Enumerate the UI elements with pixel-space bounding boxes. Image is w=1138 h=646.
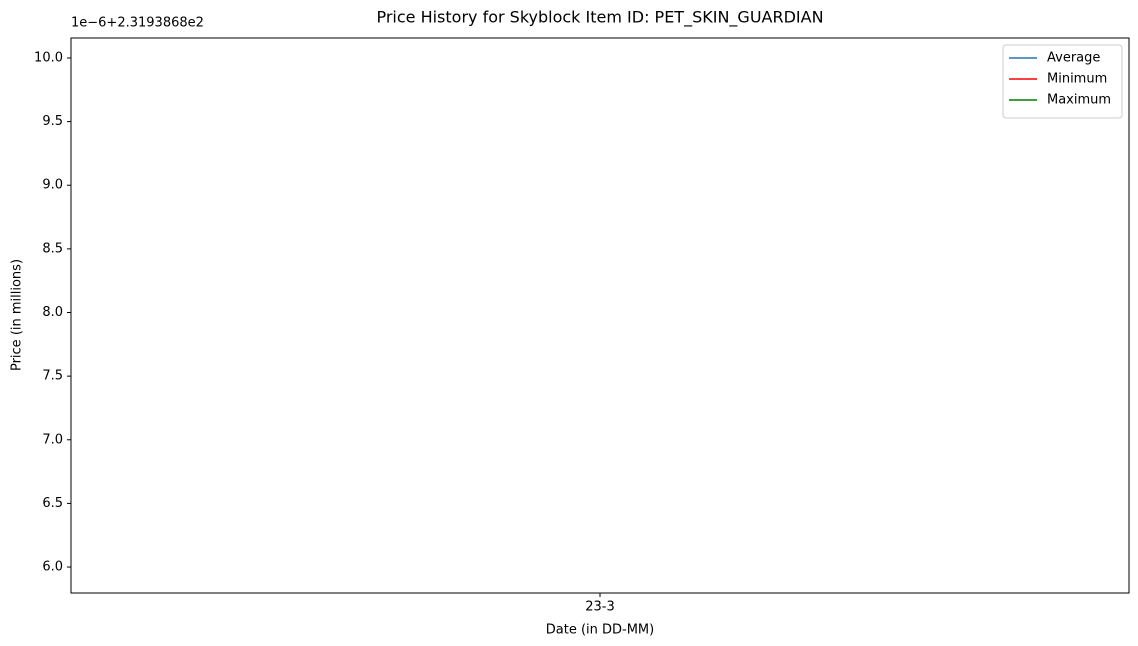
y-tick-label: 8.0	[42, 305, 63, 320]
y-tick-label: 7.0	[42, 432, 63, 447]
y-tick-label: 8.5	[42, 241, 63, 256]
x-axis-label: Date (in DD-MM)	[546, 623, 654, 638]
chart-title: Price History for Skyblock Item ID: PET_…	[376, 8, 823, 28]
legend-label: Average	[1047, 51, 1100, 66]
x-tick-label: 23-3	[585, 600, 615, 615]
y-axis-label: Price (in millions)	[10, 259, 25, 371]
y-tick-label: 6.5	[42, 496, 63, 511]
legend-label: Maximum	[1047, 93, 1111, 108]
plot-frame	[70, 37, 1130, 594]
y-tick-label: 6.0	[42, 560, 63, 575]
y-offset-label: 1e−6+2.3193868e2	[71, 16, 204, 31]
y-tick-label: 10.0	[34, 50, 63, 65]
y-tick-label: 9.5	[42, 114, 63, 129]
legend-label: Minimum	[1047, 72, 1107, 87]
y-tick-label: 9.0	[42, 178, 63, 193]
y-tick-label: 7.5	[42, 369, 63, 384]
